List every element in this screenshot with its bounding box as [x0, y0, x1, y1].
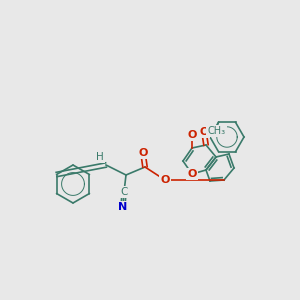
Text: O: O: [138, 148, 148, 158]
Text: O: O: [187, 169, 197, 179]
Text: O: O: [187, 130, 197, 140]
Text: O: O: [199, 127, 209, 137]
Text: CH₃: CH₃: [207, 126, 226, 136]
Text: C: C: [120, 187, 128, 197]
Text: N: N: [118, 202, 127, 212]
Text: H: H: [96, 152, 104, 162]
Text: O: O: [160, 175, 170, 185]
